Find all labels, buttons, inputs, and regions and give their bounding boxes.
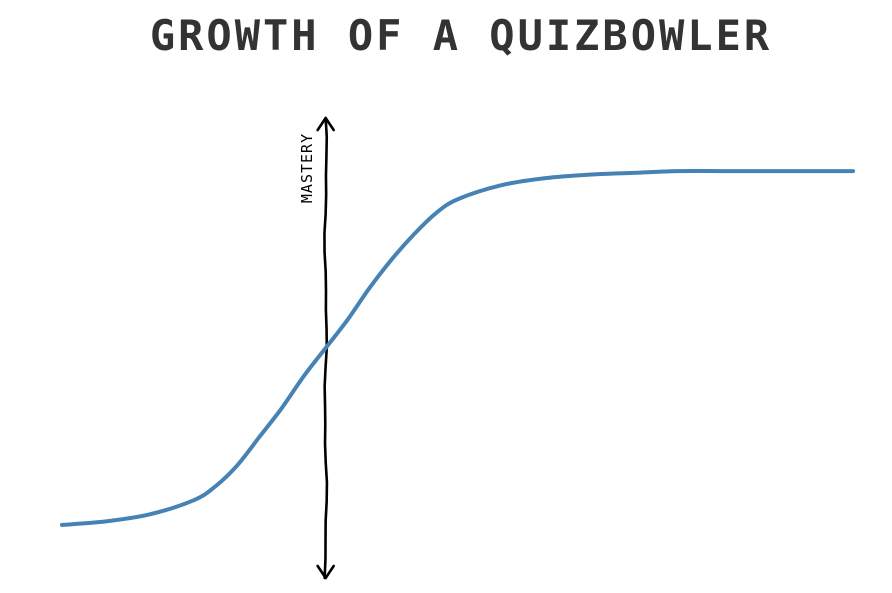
y-axis-label: MASTERY: [298, 133, 316, 203]
y-axis-arrow-top: [316, 116, 335, 132]
series-group: [60, 168, 855, 527]
y-axis-arrow-bottom: [316, 564, 335, 580]
series-line-0: [60, 168, 855, 527]
chart-title: GROWTH OF A QUIZBOWLER: [150, 11, 772, 60]
